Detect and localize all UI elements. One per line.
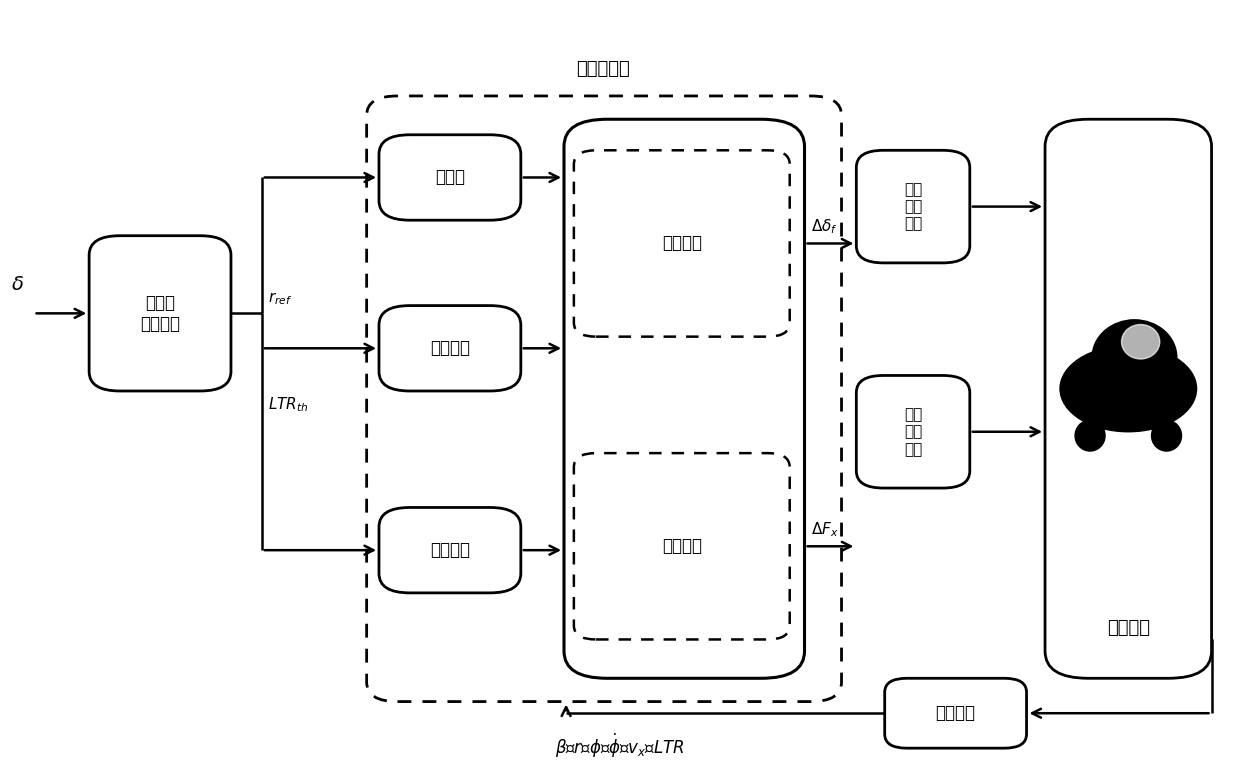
FancyBboxPatch shape [379, 135, 520, 221]
FancyBboxPatch shape [89, 235, 230, 391]
Text: $r_{ref}$: $r_{ref}$ [268, 290, 292, 307]
Text: 车辆系统: 车辆系统 [1106, 619, 1150, 637]
Text: 集成控制器: 集成控制器 [576, 59, 631, 77]
FancyBboxPatch shape [1044, 119, 1212, 678]
Text: 稳定约束: 稳定约束 [430, 339, 470, 357]
Ellipse shape [1151, 420, 1182, 451]
Text: 状态预测: 状态预测 [662, 235, 701, 253]
FancyBboxPatch shape [379, 306, 520, 391]
FancyBboxPatch shape [379, 508, 520, 593]
FancyBboxPatch shape [574, 453, 789, 640]
Text: 测量系统: 测量系统 [935, 705, 975, 723]
Ellipse shape [1075, 420, 1105, 451]
Text: 参考值: 参考值 [435, 168, 465, 186]
FancyBboxPatch shape [856, 375, 970, 488]
Text: $\Delta F_x$: $\Delta F_x$ [810, 520, 839, 539]
Ellipse shape [1061, 346, 1197, 432]
Text: 安全约束: 安全约束 [430, 541, 470, 559]
Text: $\delta$: $\delta$ [11, 275, 24, 294]
Text: 滚动优化: 滚动优化 [662, 537, 701, 555]
FancyBboxPatch shape [564, 119, 804, 678]
Text: 驾驶员
意图识别: 驾驶员 意图识别 [140, 294, 180, 333]
Text: 制动
执行
机构: 制动 执行 机构 [904, 407, 922, 457]
FancyBboxPatch shape [856, 150, 970, 263]
Text: $\Delta\delta_f$: $\Delta\delta_f$ [810, 217, 838, 235]
FancyBboxPatch shape [885, 678, 1027, 748]
FancyBboxPatch shape [574, 150, 789, 336]
FancyBboxPatch shape [367, 96, 841, 701]
Text: $\beta$、$r$、$\phi$、$\dot{\phi}$、$v_x$、$LTR$: $\beta$、$r$、$\phi$、$\dot{\phi}$、$v_x$、$L… [555, 732, 684, 760]
Ellipse shape [1121, 325, 1160, 359]
Text: $LTR_{th}$: $LTR_{th}$ [268, 395, 309, 414]
Text: 转向
执行
机构: 转向 执行 机构 [904, 181, 922, 231]
Ellipse shape [1092, 320, 1177, 395]
